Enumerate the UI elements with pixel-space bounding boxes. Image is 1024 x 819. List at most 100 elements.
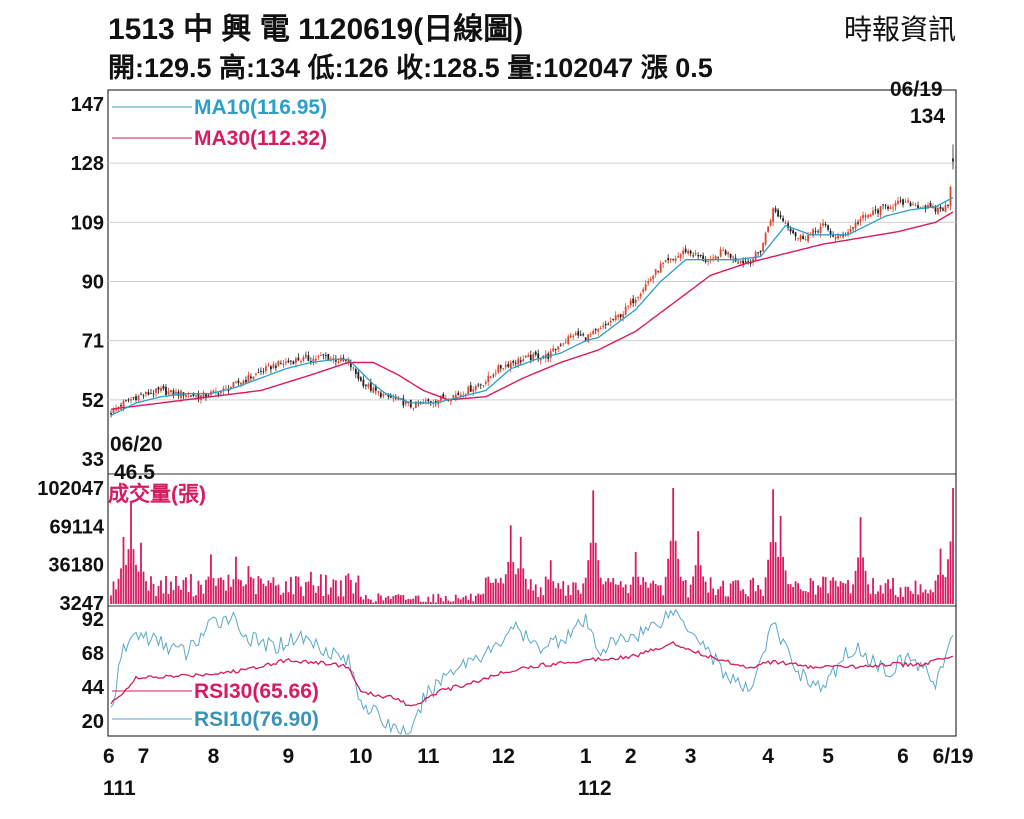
candle-body bbox=[247, 375, 250, 383]
volume-bar bbox=[469, 593, 472, 604]
volume-bar bbox=[265, 586, 267, 604]
candle-body bbox=[282, 363, 285, 366]
volume-bar bbox=[742, 589, 745, 604]
volume-bar bbox=[849, 593, 852, 604]
volume-bar bbox=[942, 574, 944, 604]
volume-bar bbox=[734, 580, 737, 604]
volume-bar bbox=[257, 576, 260, 604]
candle-body bbox=[567, 336, 570, 344]
rsi-tick-label: 68 bbox=[82, 643, 104, 665]
x-month-label: 11 bbox=[417, 745, 440, 768]
volume-bar bbox=[452, 601, 455, 604]
volume-bar bbox=[165, 575, 167, 604]
candle-body bbox=[364, 384, 367, 386]
volume-bar bbox=[619, 581, 622, 604]
candle-body bbox=[110, 413, 112, 415]
candle-body bbox=[812, 229, 814, 236]
volume-bar bbox=[162, 593, 165, 604]
x-month-label: 12 bbox=[492, 745, 515, 768]
volume-bar bbox=[689, 584, 692, 604]
volume-bar bbox=[662, 595, 665, 604]
candle-body bbox=[322, 354, 325, 356]
candle-body bbox=[704, 258, 707, 262]
volume-bar bbox=[754, 591, 757, 604]
candle-body bbox=[652, 275, 655, 280]
candle-body bbox=[392, 397, 395, 399]
volume-bar bbox=[327, 594, 330, 604]
volume-bar bbox=[354, 582, 357, 604]
volume-bar bbox=[579, 593, 582, 604]
volume-bar bbox=[677, 558, 680, 604]
candle-body bbox=[317, 356, 320, 358]
candle-body bbox=[367, 384, 370, 387]
volume-bar bbox=[537, 597, 540, 604]
volume-bar bbox=[494, 578, 497, 604]
volume-bar bbox=[292, 594, 295, 604]
volume-bar bbox=[704, 581, 707, 604]
rsi10-line bbox=[110, 608, 954, 735]
volume-bar bbox=[459, 599, 462, 604]
candle-body bbox=[205, 393, 207, 397]
volume-bar bbox=[145, 581, 147, 604]
candle-body bbox=[334, 358, 337, 362]
volume-bar bbox=[175, 576, 177, 604]
volume-bar bbox=[379, 595, 382, 604]
volume-tick-label: 69114 bbox=[49, 516, 104, 538]
volume-bar bbox=[927, 593, 929, 604]
candle-body bbox=[609, 321, 612, 323]
volume-bar bbox=[634, 552, 637, 604]
volume-bar bbox=[732, 581, 735, 604]
candle-body bbox=[125, 399, 127, 401]
volume-bar bbox=[432, 594, 435, 604]
volume-bar bbox=[447, 600, 450, 604]
candle-body bbox=[614, 315, 617, 321]
volume-bar bbox=[664, 576, 667, 604]
ma30-legend-label: MA30(112.32) bbox=[194, 127, 327, 150]
candle-body bbox=[142, 395, 145, 397]
candle-body bbox=[882, 204, 884, 206]
volume-bar bbox=[934, 580, 937, 604]
candle-body bbox=[737, 262, 740, 264]
rsi10-legend-label: RSI10(76.90) bbox=[194, 708, 319, 731]
volume-bar bbox=[120, 568, 122, 604]
candle-body bbox=[404, 401, 407, 405]
volume-bar bbox=[717, 589, 720, 604]
candle-body bbox=[529, 354, 532, 360]
volume-bar bbox=[349, 580, 352, 604]
volume-bar bbox=[674, 540, 677, 604]
volume-bar bbox=[329, 587, 332, 604]
x-month-label: 1 bbox=[580, 745, 592, 768]
volume-bar bbox=[642, 577, 645, 604]
volume-bar bbox=[652, 580, 655, 604]
volume-bar bbox=[499, 577, 502, 604]
candle-body bbox=[190, 395, 192, 397]
volume-bar bbox=[507, 561, 510, 604]
volume-bar bbox=[367, 598, 370, 604]
volume-bar bbox=[707, 592, 710, 604]
candle-body bbox=[307, 355, 310, 361]
candle-body bbox=[887, 206, 889, 209]
candle-body bbox=[519, 360, 522, 363]
candle-body bbox=[160, 387, 162, 392]
x-month-label: 7 bbox=[138, 745, 150, 768]
candle-body bbox=[642, 289, 645, 293]
volume-bar bbox=[804, 591, 807, 604]
volume-bar bbox=[412, 598, 415, 604]
candle-body bbox=[429, 401, 432, 403]
candle-body bbox=[147, 392, 150, 395]
candle-body bbox=[634, 299, 637, 304]
volume-bar bbox=[497, 582, 500, 604]
volume-bar bbox=[190, 574, 192, 604]
candle-body bbox=[939, 206, 942, 209]
volume-bar bbox=[147, 590, 150, 604]
candle-body bbox=[952, 158, 954, 162]
candle-body bbox=[202, 392, 205, 398]
volume-bar bbox=[667, 558, 670, 604]
candle-body bbox=[454, 394, 457, 398]
volume-bar bbox=[604, 581, 607, 604]
candle-body bbox=[329, 358, 332, 360]
volume-bar bbox=[384, 597, 387, 604]
volume-bar bbox=[839, 581, 842, 604]
candle-body bbox=[742, 260, 745, 264]
